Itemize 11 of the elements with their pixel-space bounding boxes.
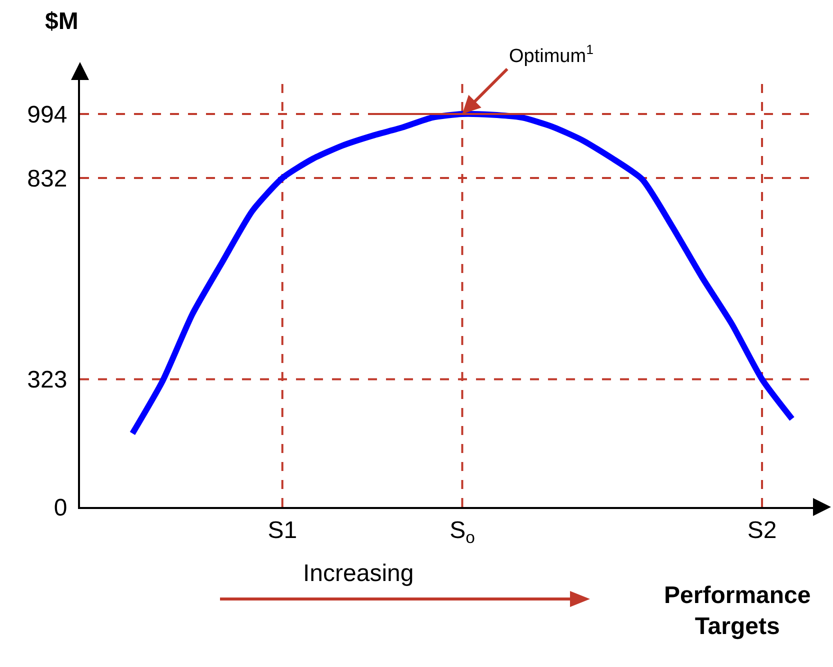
y-tick-label: 994 [27,101,68,128]
x-tick-label: S$_{o}$ [450,516,475,547]
annotation: Optimum$^{1}$ [509,42,594,67]
y-tick-label: 832 [27,165,68,192]
x-axis-title: Performance Targets [664,582,811,640]
text: Increasing [303,560,414,587]
y-tick-label: 0 [54,494,68,522]
y-axis-title: $M [45,8,78,35]
x-tick-label: S2 [747,516,777,544]
x-tick-label: S1 [268,516,298,544]
y-tick-label: 323 [27,366,68,394]
